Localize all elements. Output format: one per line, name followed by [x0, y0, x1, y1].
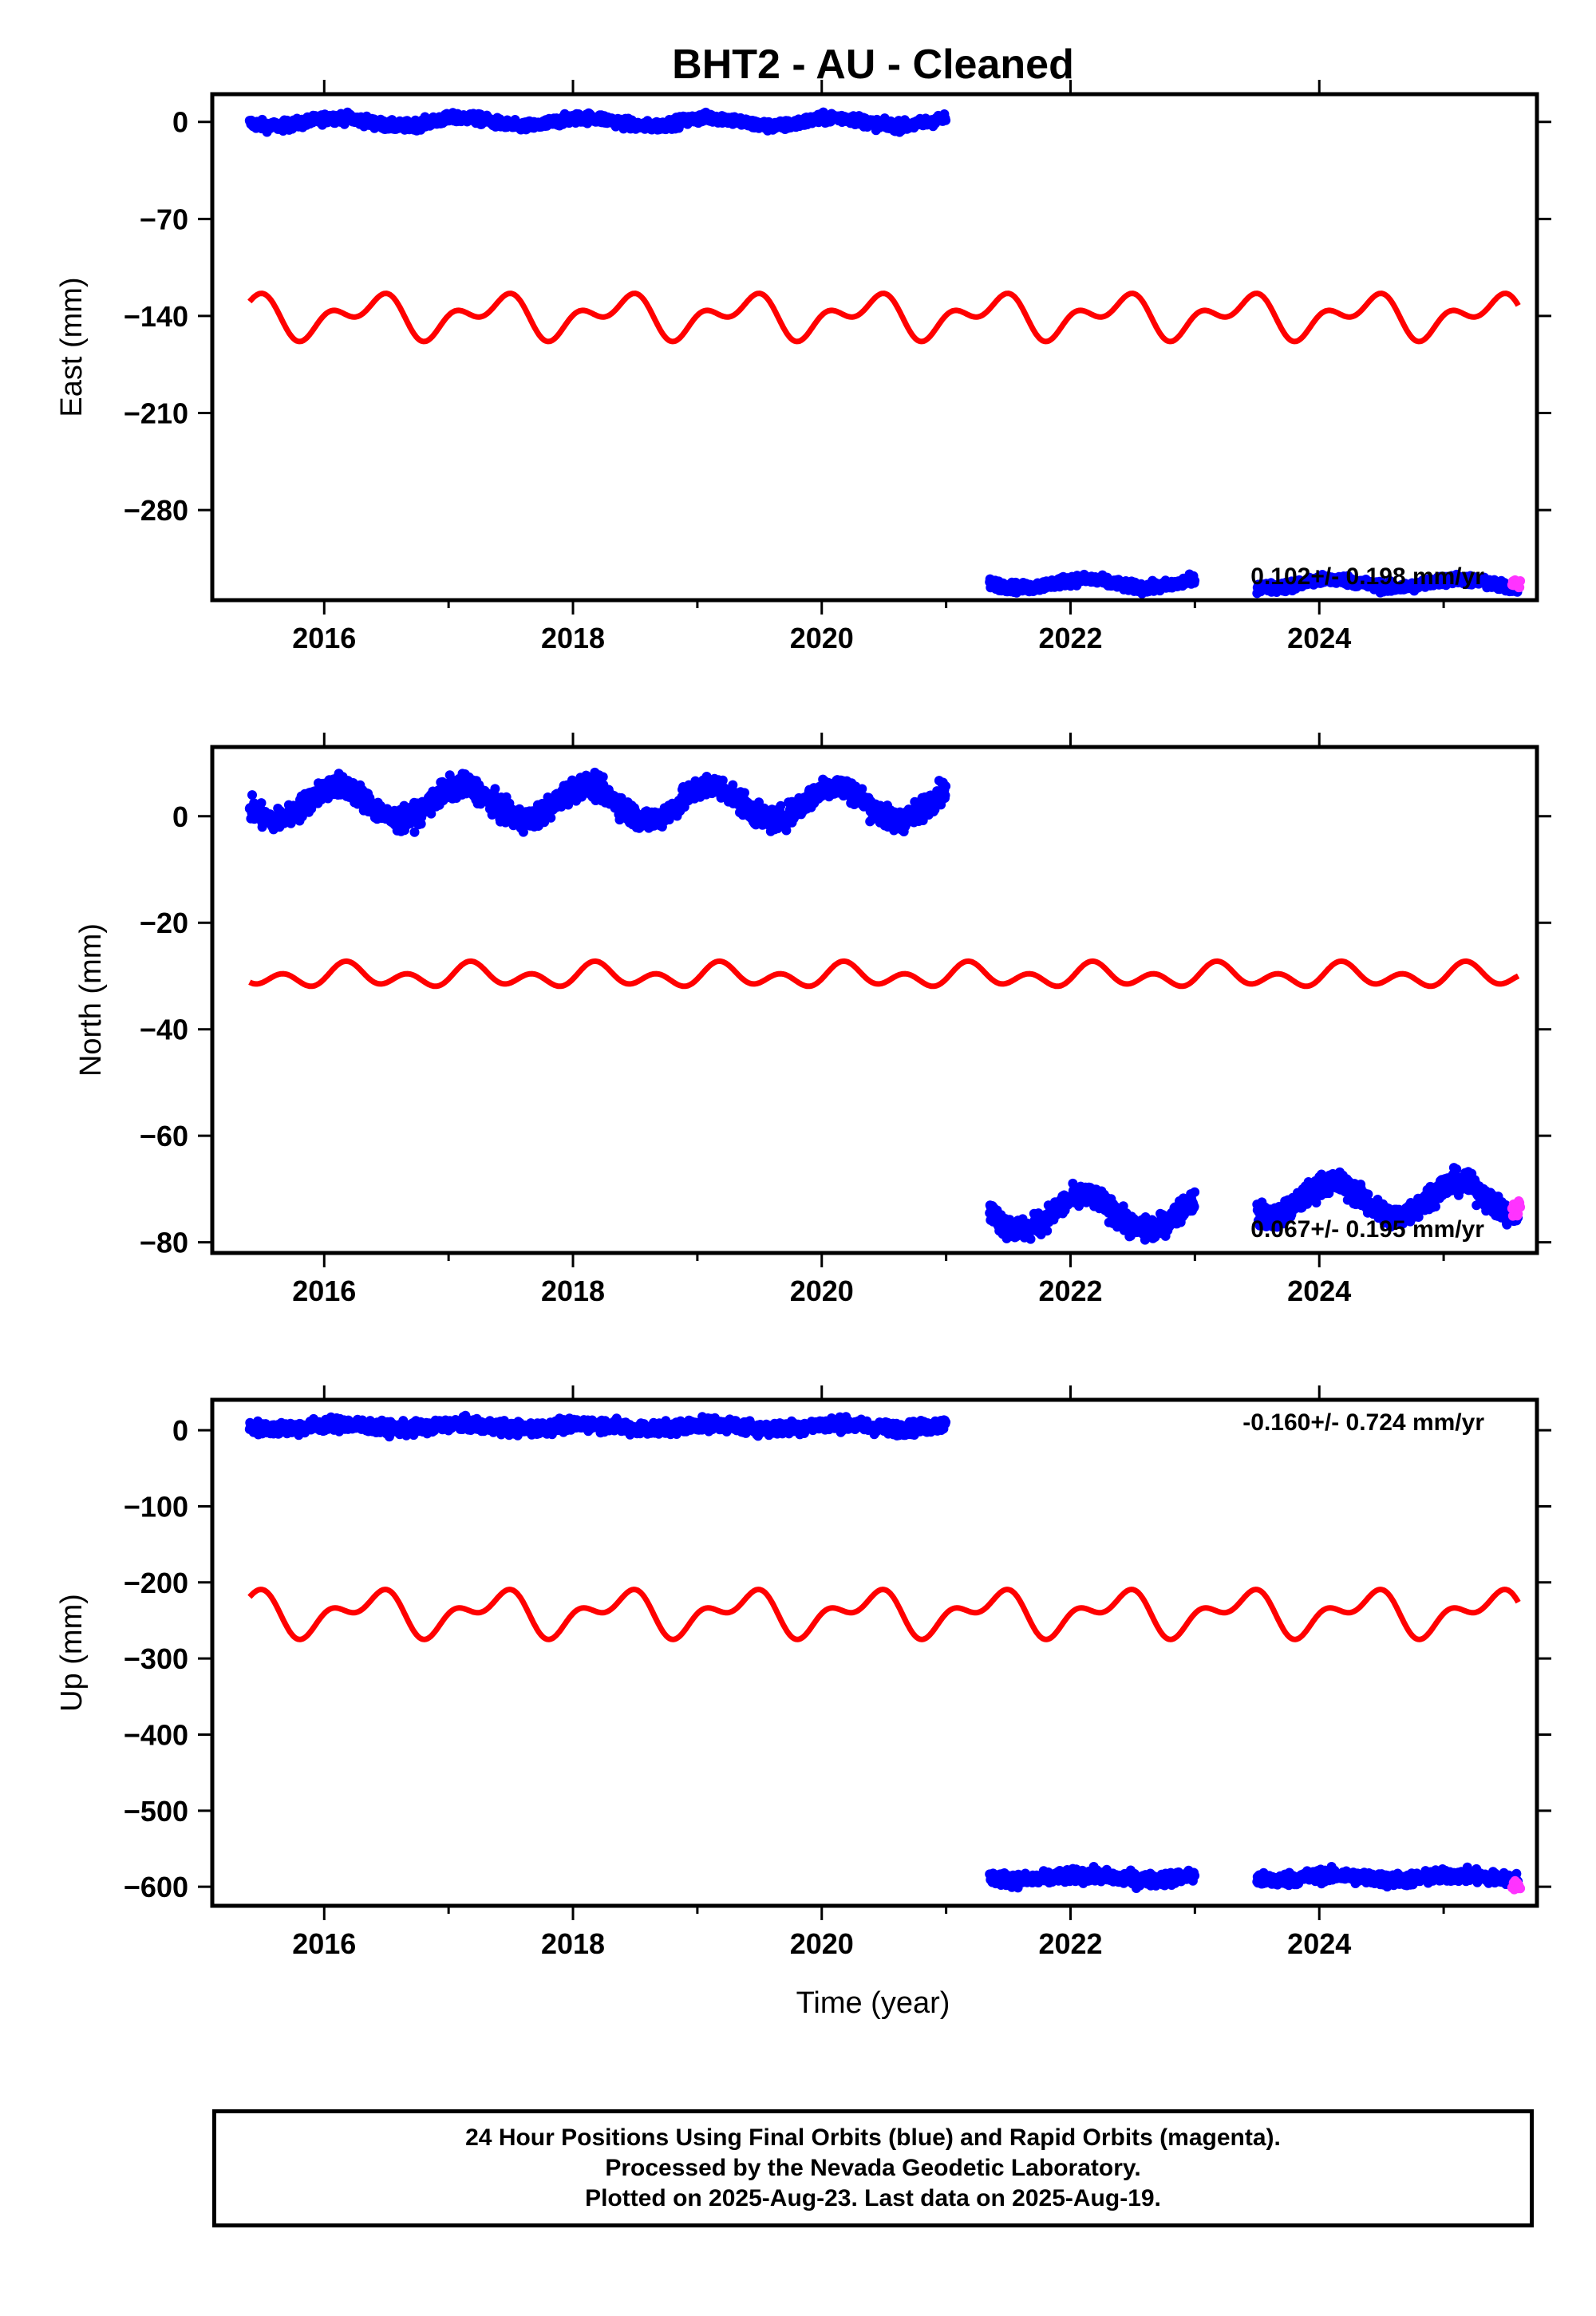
east-y-tick-label: −210	[124, 397, 188, 430]
east-data	[244, 107, 1526, 599]
north-final-point	[728, 780, 738, 790]
north-final-point	[717, 775, 728, 785]
east-y-axis-label: East (mm)	[55, 277, 89, 417]
plot-title: BHT2 - AU - Cleaned	[672, 41, 1074, 88]
north-final-point	[598, 772, 608, 782]
north-final-point	[740, 788, 749, 798]
north-model-line	[247, 958, 1520, 990]
north-final-point	[563, 800, 574, 810]
east-x-tick-label: 2022	[1038, 622, 1102, 654]
east-x-tick-label: 2016	[292, 622, 356, 654]
north-final-point	[940, 790, 950, 800]
east-x-tick-label: 2020	[790, 622, 854, 654]
east-final-point	[941, 115, 951, 125]
north-final-point	[857, 784, 867, 794]
east-final-point	[1190, 575, 1200, 586]
north-final-point	[490, 784, 500, 794]
north-final-point	[1025, 1234, 1036, 1244]
north-final-point	[426, 808, 437, 819]
east-model-line	[247, 290, 1521, 345]
north-final-point	[1311, 1198, 1321, 1207]
east-y-tick-label: −280	[124, 494, 188, 527]
north-final-point	[1189, 1202, 1199, 1211]
north-final-point	[941, 781, 951, 792]
east-rapid-point	[1515, 576, 1526, 586]
north-final-point	[409, 827, 420, 837]
north-data	[244, 767, 1526, 1245]
east-panel: 2016 2018 2020 2022 2024 0 −70 −140 −210 −280 East…	[55, 80, 1551, 654]
east-y-tick-label: −140	[124, 300, 188, 333]
east-y-tick-label: −70	[140, 203, 188, 235]
north-final-point	[546, 812, 556, 823]
north-final-point	[1190, 1187, 1200, 1197]
east-x-tick-label: 2018	[541, 622, 605, 654]
east-frame	[210, 92, 1539, 603]
north-final-point	[776, 800, 786, 811]
north-final-point	[1042, 1226, 1053, 1236]
east-x-tick-label: 2024	[1287, 622, 1351, 654]
north-final-point	[247, 790, 257, 800]
east-y-tick-label: 0	[172, 106, 188, 139]
east-rate-label: 0.102+/- 0.198 mm/yr	[1250, 563, 1484, 590]
north-final-point	[256, 798, 267, 808]
